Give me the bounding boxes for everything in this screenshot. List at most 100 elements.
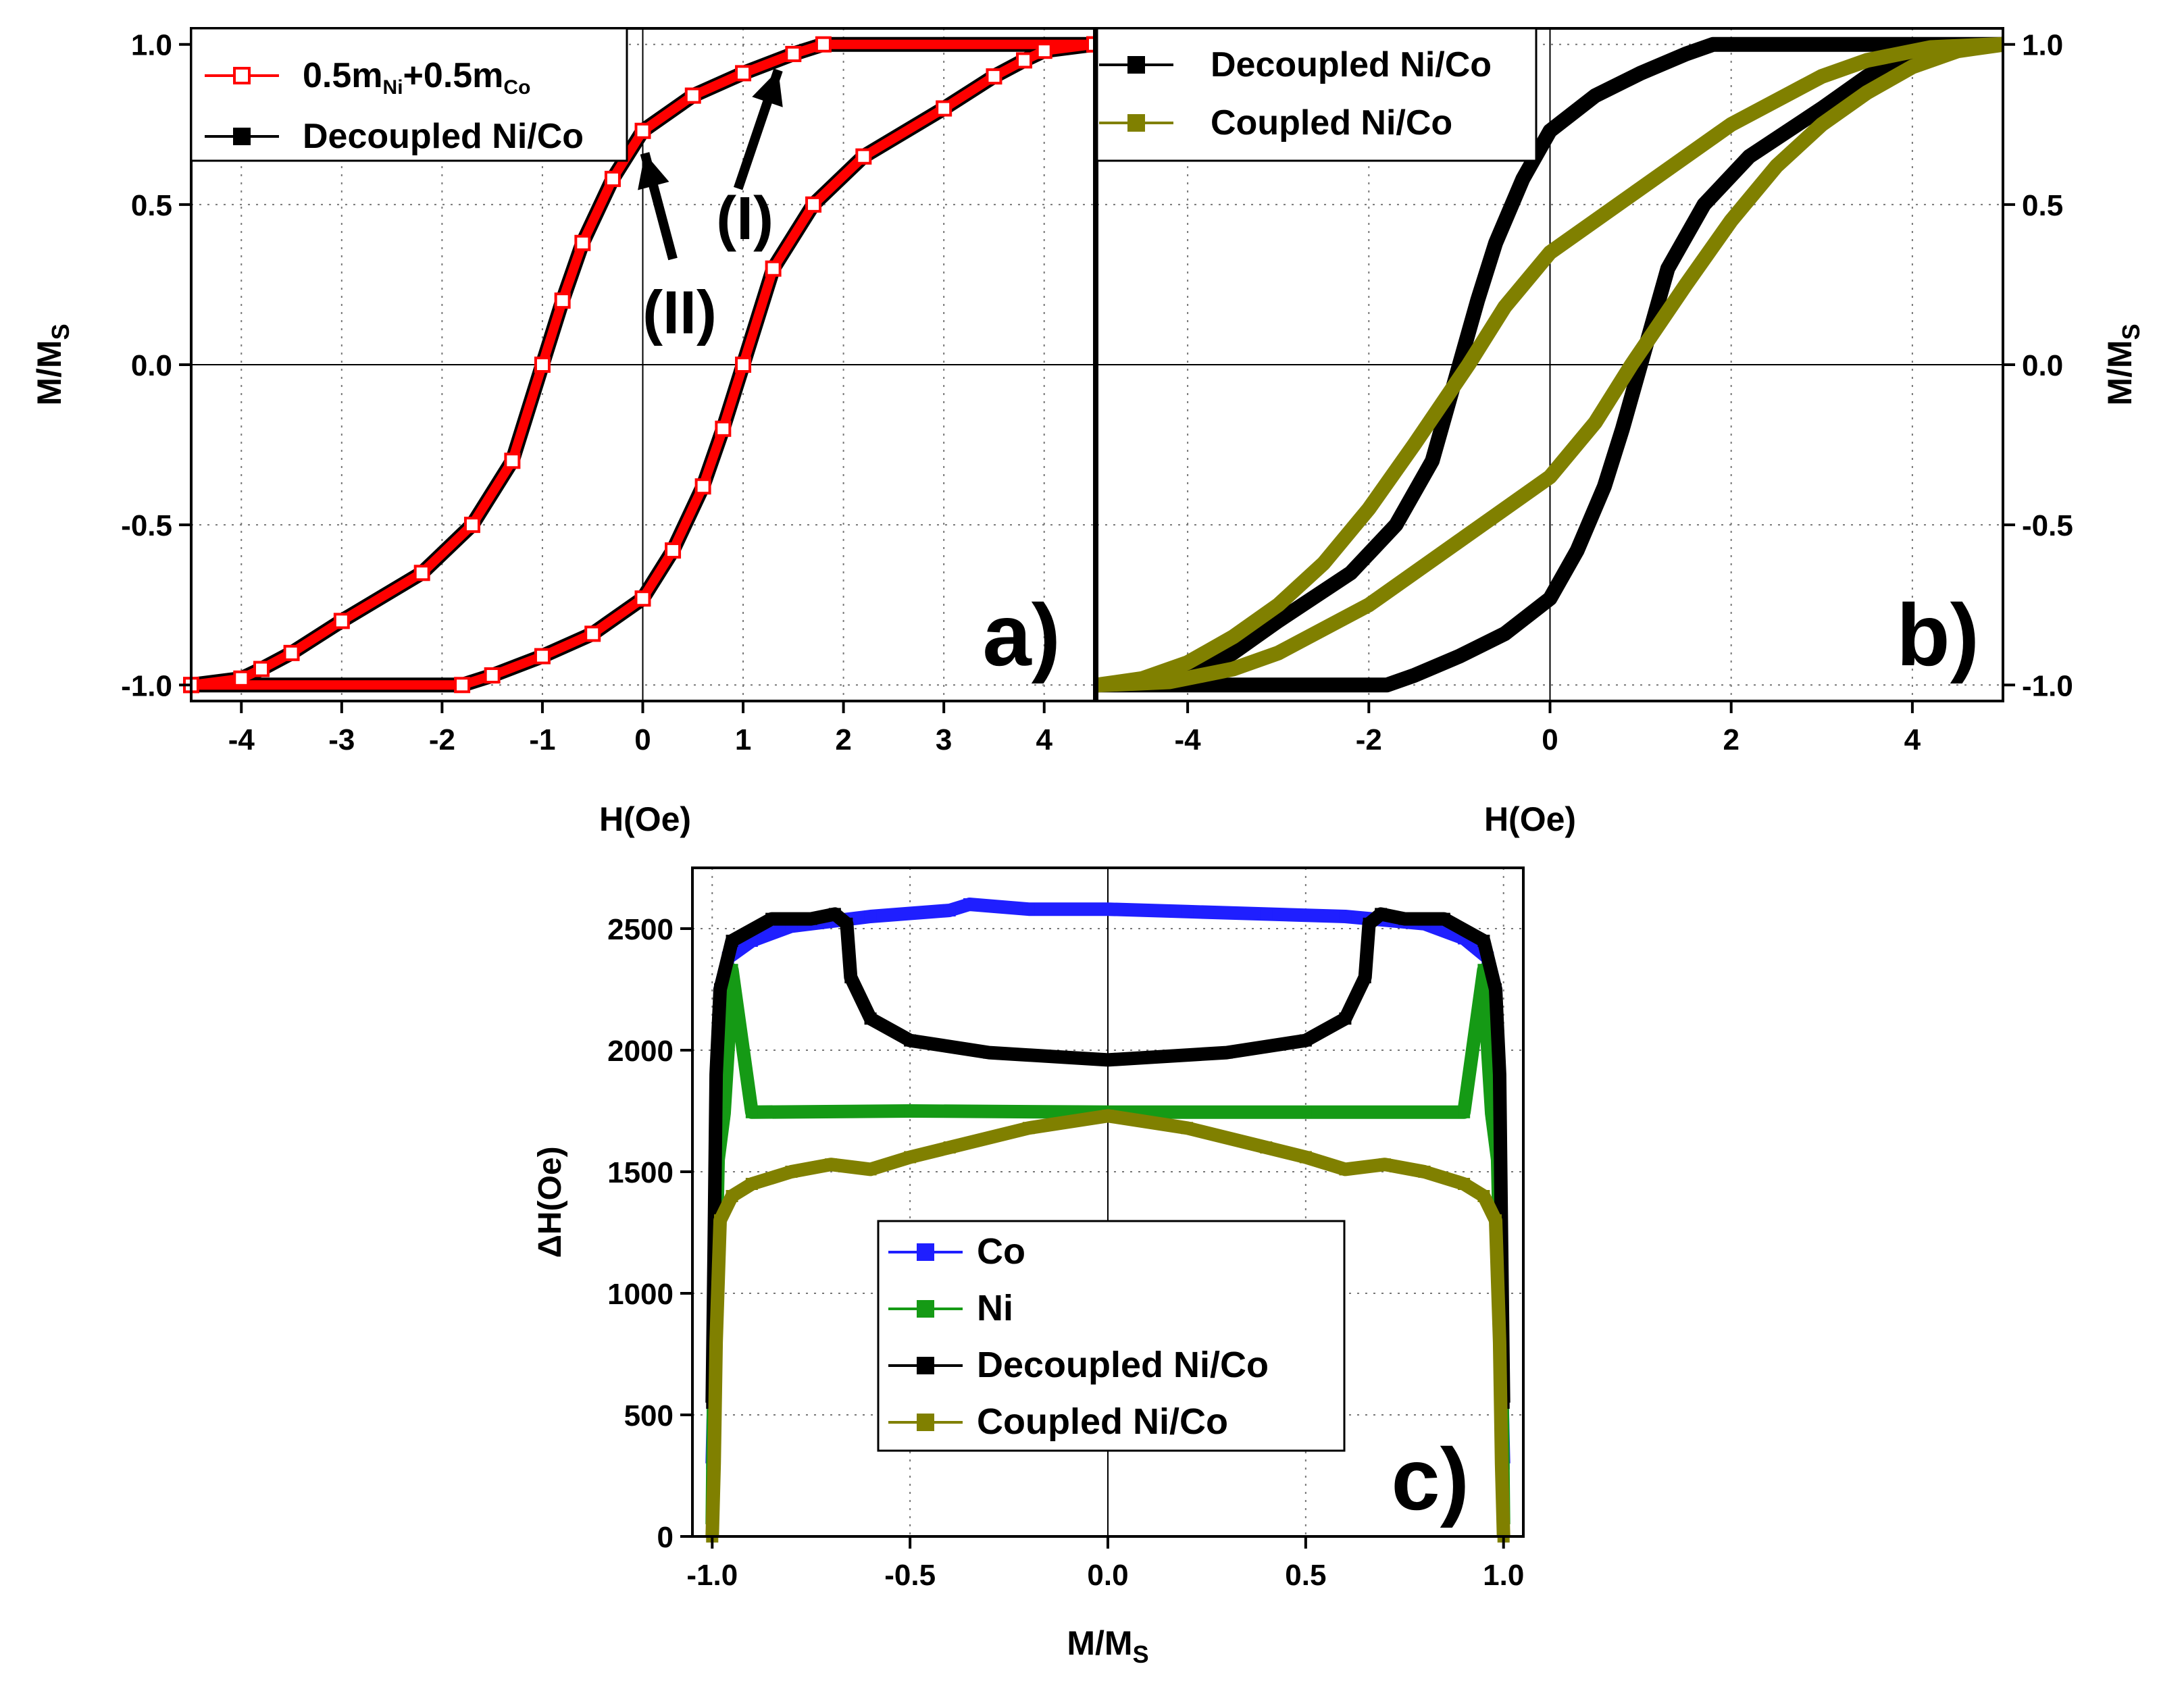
legend-label-part: +0.5m	[403, 56, 504, 95]
legend-swatch-marker	[917, 1357, 934, 1374]
panel-a-x-axis-label: H(Oe)	[599, 800, 691, 838]
data-point-decoupled-ni-co	[1141, 1051, 1154, 1064]
data-point-decoupled-ni-co	[1375, 908, 1388, 921]
data-point-0-5mni-0-5mco	[735, 357, 752, 373]
panel-c-y-tick-label: 1500	[607, 1156, 674, 1189]
data-point-0-5mni-0-5mco	[735, 65, 752, 82]
data-point-coupled-ni-co	[1022, 1122, 1035, 1135]
data-point-coupled-ni-co	[904, 1151, 917, 1164]
data-point-0-5mni-0-5mco	[454, 677, 471, 694]
panel-a-y-axis-label-main: M/M	[30, 340, 68, 405]
panel-c-x-tick-label: 1.0	[1483, 1559, 1524, 1592]
panel-c-label: c)	[1391, 1430, 1469, 1528]
data-point-coupled-ni-co	[1493, 1336, 1506, 1348]
annotation-label: (I)	[716, 185, 773, 253]
data-point-co	[1260, 908, 1273, 921]
data-point-decoupled-ni-co	[828, 908, 841, 921]
legend-entry-label: Coupled Ni/Co	[977, 1401, 1228, 1442]
data-point-co	[1022, 903, 1035, 916]
panel-a-x-tick-label: 0	[634, 723, 651, 756]
data-point-0-5mni-0-5mco	[283, 644, 300, 661]
legend-entry-label: Co	[977, 1231, 1025, 1272]
data-point-decoupled-ni-co	[1339, 1012, 1352, 1025]
data-point-decoupled-ni-co	[805, 912, 817, 925]
data-point-coupled-ni-co	[708, 1457, 721, 1470]
data-point-co	[1102, 903, 1114, 916]
panel-a-legend-box	[190, 27, 628, 162]
panel-b-x-axis-label: H(Oe)	[1484, 800, 1576, 838]
data-point-0-5mni-0-5mco	[584, 625, 601, 642]
legend-label-part: 0.5m	[303, 56, 383, 95]
panel-a-y-tick-label: 0.0	[131, 349, 172, 382]
panel-a-x-tick-label: 2	[835, 723, 851, 756]
panel-b-x-tick-label: -2	[1356, 723, 1382, 756]
series-coupled-ni-co-ascending-line	[1096, 36, 2004, 693]
data-point-coupled-ni-co	[1102, 1110, 1114, 1122]
panel-a-legend: 0.5mNi+0.5mCo Decoupled Ni/Co	[190, 27, 628, 162]
data-point-coupled-ni-co	[726, 1190, 738, 1202]
data-point-coupled-ni-co	[1260, 1141, 1273, 1154]
data-point-0-5mni-0-5mco	[534, 357, 551, 373]
data-point-decoupled-ni-co	[1477, 935, 1490, 947]
data-point-0-5mni-0-5mco	[765, 260, 782, 277]
panel-a-x-tick-label: -2	[429, 723, 455, 756]
panel-c-ticks: -1.0 -0.5 0.0 0.5 1.0 0 500 1000 1500 2000 2500	[607, 913, 1524, 1592]
data-point-coupled-ni-co	[1339, 1163, 1352, 1176]
panel-b-y-tick-label: 1.0	[2022, 29, 2063, 62]
panel-b-label: b)	[1896, 586, 1979, 684]
data-point-0-5mni-0-5mco	[634, 122, 651, 139]
panel-a-y-axis-label: M/MS	[30, 323, 74, 405]
data-point-coupled-ni-co	[710, 1336, 723, 1348]
data-point-0-5mni-0-5mco	[484, 667, 501, 684]
panel-c-x-axis-label-sub: S	[1133, 1640, 1149, 1668]
data-point-decoupled-ni-co	[1358, 971, 1371, 983]
data-point-0-5mni-0-5mco	[815, 36, 832, 53]
panel-b-y-tick-label: -0.5	[2022, 509, 2073, 542]
panel-a-annotations: (I) (II)	[638, 68, 783, 346]
data-point-0-5mni-0-5mco	[855, 148, 872, 165]
legend-entry-label: Coupled Ni/Co	[1211, 103, 1452, 143]
panel-c-y-tick-label: 500	[624, 1399, 674, 1432]
data-point-0-5mni-0-5mco	[554, 292, 571, 309]
panel-c-legend-box	[877, 1220, 1346, 1452]
data-point-decoupled-ni-co	[1363, 917, 1375, 930]
data-point-decoupled-ni-co	[765, 912, 778, 925]
panel-a-y-tick-label: -0.5	[121, 509, 172, 542]
panel-a-y-tick-label: 1.0	[131, 29, 172, 62]
data-point-decoupled-ni-co	[1438, 912, 1450, 925]
legend-label-subscript: Co	[503, 76, 530, 99]
data-point-coupled-ni-co	[1379, 1158, 1391, 1171]
annotation-label: (II)	[642, 279, 717, 346]
data-point-decoupled-ni-co	[1062, 1051, 1075, 1064]
panel-c: -1.0 -0.5 0.0 0.5 1.0 0 500 1000 1500 2000 2500 Co…	[532, 866, 1525, 1668]
data-point-coupled-ni-co	[1458, 1178, 1471, 1190]
data-point-coupled-ni-co	[1495, 1457, 1508, 1470]
panel-b-ticks: -4 -2 0 2 4 -1.0 -0.5 0.0 0.5 1.0	[1175, 29, 2073, 756]
data-point-decoupled-ni-co	[726, 935, 738, 947]
data-point-0-5mni-0-5mco	[233, 670, 250, 687]
panel-a-y-axis-label-sub: S	[47, 323, 74, 340]
data-point-decoupled-ni-co	[864, 1012, 877, 1025]
data-point-ni	[1458, 1106, 1471, 1118]
panel-c-y-tick-label: 2500	[607, 913, 674, 946]
data-point-coupled-ni-co	[714, 1214, 726, 1226]
legend-swatch-marker	[1127, 114, 1145, 132]
panel-c-y-tick-label: 2000	[607, 1035, 674, 1068]
data-point-coupled-ni-co	[825, 1158, 837, 1171]
data-point-co	[1181, 905, 1194, 918]
data-point-ni	[1299, 1106, 1312, 1118]
legend-swatch-marker	[1127, 56, 1145, 74]
annotation-arrowhead	[752, 70, 783, 107]
panel-b: -4 -2 0 2 4 -1.0 -0.5 0.0 0.5 1.0 Decoupled Ni/Co…	[1096, 27, 2145, 838]
legend-entry-label: 0.5mNi+0.5mCo	[303, 56, 530, 99]
panel-a-ticks: -4 -3 -2 -1 0 1 2 3 4 -1.0 -0.5 0.0 0.5 1.0	[121, 29, 1052, 756]
data-point-0-5mni-0-5mco	[463, 517, 480, 534]
panel-a-label: a)	[982, 586, 1061, 684]
legend-entry-label: Ni	[977, 1288, 1013, 1328]
data-point-0-5mni-0-5mco	[1016, 52, 1033, 69]
legend-swatch-marker	[917, 1414, 934, 1431]
legend-label-subscript: Ni	[383, 76, 403, 99]
legend-entry-label: Decoupled Ni/Co	[303, 117, 584, 156]
panel-b-x-tick-label: 2	[1723, 723, 1739, 756]
legend-swatch-marker	[233, 67, 251, 84]
